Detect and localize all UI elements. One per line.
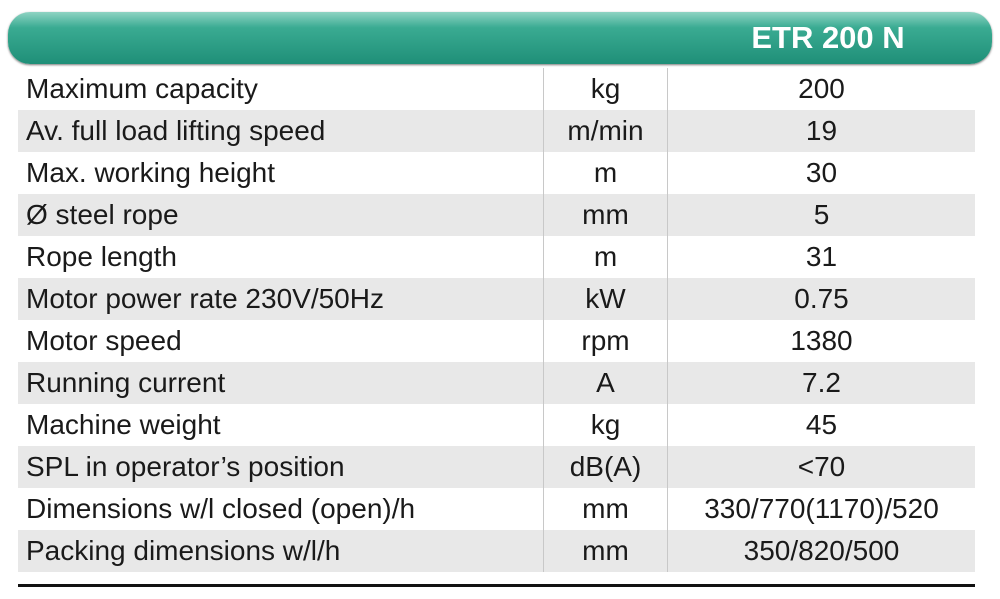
value-cell: 31 [805, 241, 838, 272]
value-cell: <70 [797, 451, 846, 482]
unit-cell: rpm [543, 320, 668, 362]
value-cell: 200 [798, 73, 845, 104]
bottom-rule [18, 584, 975, 587]
table-row: Motor power rate 230V/50Hz kW 0.75 [18, 278, 975, 320]
parameter-cell: Motor power rate 230V/50Hz [26, 283, 384, 314]
unit-cell: m/min [543, 110, 668, 152]
parameter-cell: Rope length [26, 241, 178, 272]
unit-cell: mm [543, 488, 668, 530]
unit-cell: dB(A) [543, 446, 668, 488]
unit-cell: kg [543, 68, 668, 110]
table-row: Max. working height m 30 [18, 152, 975, 194]
parameter-cell: Dimensions w/l closed (open)/h [26, 493, 416, 524]
unit-cell: kg [543, 404, 668, 446]
value-cell: 5 [813, 199, 830, 230]
parameter-cell: Running current [26, 367, 226, 398]
value-cell: 1380 [790, 325, 853, 356]
value-cell: 0.75 [794, 283, 849, 314]
table-row: Motor speed rpm 1380 [18, 320, 975, 362]
table-row: Ø steel rope mm 5 [18, 194, 975, 236]
header-title: ETR 200 N [751, 20, 905, 55]
value-cell: 30 [805, 157, 838, 188]
parameter-cell: Machine weight [26, 409, 221, 440]
table-row: Maximum capacity kg 200 [18, 68, 975, 110]
parameter-cell: SPL in operator’s position [26, 451, 345, 482]
parameter-cell: Maximum capacity [26, 73, 258, 104]
value-cell: 45 [805, 409, 838, 440]
unit-cell: kW [543, 278, 668, 320]
table-row: Rope length m 31 [18, 236, 975, 278]
parameter-cell: Packing dimensions w/l/h [26, 535, 341, 566]
unit-cell: A [543, 362, 668, 404]
table-row: Packing dimensions w/l/h mm 350/820/500 [18, 530, 975, 572]
parameter-cell: Max. working height [26, 157, 276, 188]
header-bar: ETR 200 N [8, 12, 992, 64]
parameter-cell: Av. full load lifting speed [26, 115, 326, 146]
spec-table: Maximum capacity kg 200 Av. full load lifti… [18, 68, 975, 572]
table-row: Running current A 7.2 [18, 362, 975, 404]
value-cell: 7.2 [802, 367, 841, 398]
value-cell: 330/770(1170)/520 [704, 493, 939, 524]
table-row: SPL in operator’s position dB(A) <70 [18, 446, 975, 488]
value-cell: 19 [805, 115, 838, 146]
parameter-cell: Motor speed [26, 325, 182, 356]
parameter-cell: Ø steel rope [26, 199, 179, 230]
table-row: Dimensions w/l closed (open)/h mm 330/770(… [18, 488, 975, 530]
table-row: Machine weight kg 45 [18, 404, 975, 446]
table-row: Av. full load lifting speed m/min 19 [18, 110, 975, 152]
unit-cell: mm [543, 530, 668, 572]
unit-cell: mm [543, 194, 668, 236]
value-cell: 350/820/500 [743, 535, 900, 566]
unit-cell: m [543, 152, 668, 194]
unit-cell: m [543, 236, 668, 278]
